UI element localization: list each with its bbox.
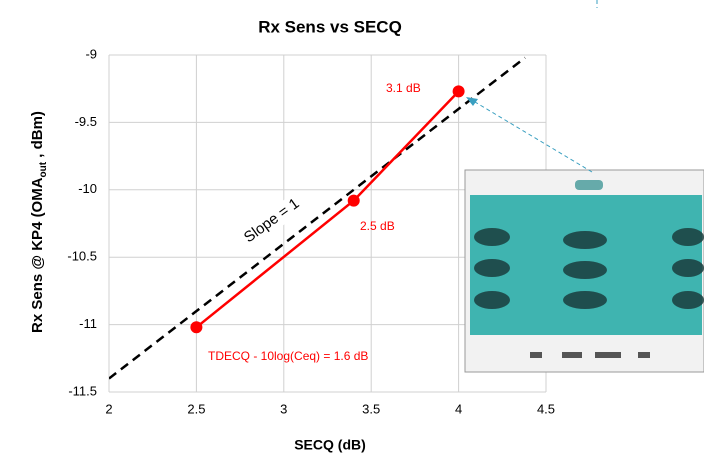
page: Rx Sens vs SECQ SECQ (dB) Rx Sens @ KP4 … [0, 0, 704, 458]
data-point [348, 195, 360, 207]
data-point [190, 321, 202, 333]
y-tick-label: -9 [85, 46, 97, 61]
x-tick-label: 3 [280, 401, 287, 416]
y-label-sub: out [38, 161, 49, 177]
x-tick-label: 4 [455, 401, 462, 416]
y-tick-label: -11 [79, 316, 97, 331]
annotation: 3.1 dB [386, 81, 421, 95]
annotation: Slope = 1 [241, 195, 303, 246]
eye-diagram-inset [465, 170, 704, 372]
y-tick-label: -11.5 [68, 383, 97, 398]
y-tick-label: -10.5 [67, 249, 97, 264]
reference-line [109, 58, 525, 379]
x-axis-label: SECQ (dB) [294, 437, 366, 453]
callout-arrow [470, 0, 597, 172]
data-point [453, 85, 465, 97]
annotation: 2.5 dB [360, 219, 395, 233]
y-label-part: , dBm) [29, 111, 46, 162]
annotation: TDECQ - 10log(Ceq) = 1.6 dB [208, 349, 368, 363]
x-tick-label: 2 [105, 401, 112, 416]
y-axis-label: Rx Sens @ KP4 (OMAout , dBm) [29, 111, 49, 333]
chart: Rx Sens vs SECQ SECQ (dB) Rx Sens @ KP4 … [0, 0, 704, 458]
marker-box [575, 180, 603, 190]
chart-title: Rx Sens vs SECQ [258, 17, 402, 36]
x-tick-label: 2.5 [187, 401, 205, 416]
y-tick-label: -9.5 [75, 114, 97, 129]
x-tick-label: 3.5 [362, 401, 380, 416]
y-label-part: Rx Sens @ KP4 (OMA [29, 177, 46, 333]
y-tick-label: -10 [78, 181, 97, 196]
x-tick-label: 4.5 [537, 401, 555, 416]
